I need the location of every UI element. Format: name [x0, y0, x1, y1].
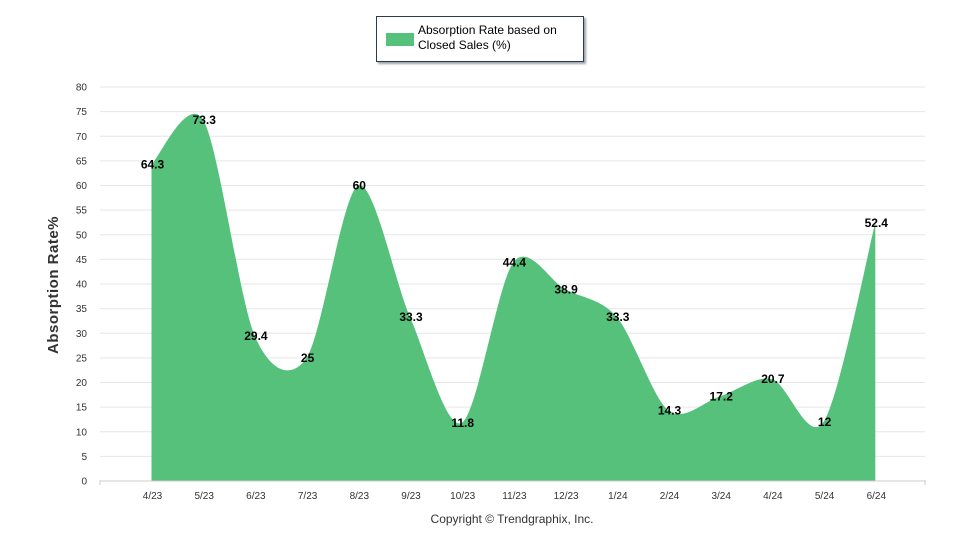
y-tick-label: 50 — [76, 230, 88, 241]
data-label: 12 — [818, 415, 832, 429]
data-labels: 64.3 73.3 29.4 25 60 33.3 11.8 44.4 38.9 33.3 14.3… — [141, 113, 888, 430]
legend-label: Absorption Rate based on Closed Sales (%… — [418, 23, 557, 52]
area-fill — [151, 113, 876, 481]
x-tick-label: 5/23 — [194, 491, 214, 502]
x-tick-label: 6/23 — [246, 491, 266, 502]
x-tick-label: 4/24 — [763, 491, 783, 502]
y-tick-label: 15 — [76, 403, 88, 414]
x-tick-label: 4/23 — [143, 491, 163, 502]
data-label: 52.4 — [865, 216, 889, 230]
y-tick-label: 75 — [76, 107, 88, 118]
data-label: 14.3 — [658, 404, 682, 418]
y-tick-label: 0 — [81, 477, 87, 488]
y-tick-label: 45 — [76, 255, 88, 266]
x-tick-label: 2/24 — [660, 491, 680, 502]
x-tick-label: 12/23 — [554, 491, 579, 502]
y-axis-label: Absorption Rate% — [45, 216, 62, 354]
x-tick-label: 11/23 — [502, 491, 527, 502]
data-label: 73.3 — [193, 113, 217, 127]
data-label: 29.4 — [244, 329, 268, 343]
x-axis-ticks: 4/23 5/23 6/23 7/23 8/23 9/23 10/23 11/23 12/23 1… — [143, 491, 887, 502]
data-label: 11.8 — [451, 416, 474, 430]
data-label: 64.3 — [141, 157, 165, 171]
x-tick-label: 6/24 — [867, 491, 887, 502]
legend-swatch — [386, 33, 414, 46]
y-tick-label: 25 — [76, 353, 88, 364]
x-tick-label: 10/23 — [450, 491, 475, 502]
axes — [99, 480, 926, 485]
area-series — [151, 113, 876, 481]
x-tick-label: 1/24 — [608, 491, 628, 502]
data-label: 33.3 — [399, 310, 423, 324]
data-label: 25 — [301, 351, 315, 365]
x-tick-label: 3/24 — [711, 491, 731, 502]
y-tick-label: 10 — [76, 427, 88, 438]
data-label: 17.2 — [710, 389, 734, 403]
data-label: 20.7 — [761, 372, 785, 386]
x-tick-label: 9/23 — [401, 491, 421, 502]
data-label: 60 — [353, 179, 367, 193]
legend: Absorption Rate based on Closed Sales (%… — [376, 16, 584, 62]
y-axis-ticks: 0 5 10 15 20 25 30 35 40 45 50 55 60 65 70 75 80 — [76, 83, 88, 488]
y-tick-label: 60 — [76, 181, 88, 192]
x-tick-label: 7/23 — [298, 491, 318, 502]
y-tick-label: 5 — [81, 452, 87, 463]
data-label: 33.3 — [606, 310, 630, 324]
data-label: 38.9 — [554, 282, 578, 296]
y-tick-label: 30 — [76, 329, 88, 340]
x-tick-label: 8/23 — [350, 491, 370, 502]
y-tick-label: 70 — [76, 132, 88, 143]
y-tick-label: 35 — [76, 304, 88, 315]
y-tick-label: 40 — [76, 280, 88, 291]
x-tick-label: 5/24 — [815, 491, 835, 502]
data-label: 44.4 — [503, 255, 527, 269]
copyright-text: Copyright © Trendgraphix, Inc. — [430, 512, 594, 526]
y-tick-label: 65 — [76, 156, 88, 167]
y-tick-label: 20 — [76, 378, 88, 389]
y-tick-label: 55 — [76, 206, 88, 217]
y-tick-label: 80 — [76, 83, 88, 94]
